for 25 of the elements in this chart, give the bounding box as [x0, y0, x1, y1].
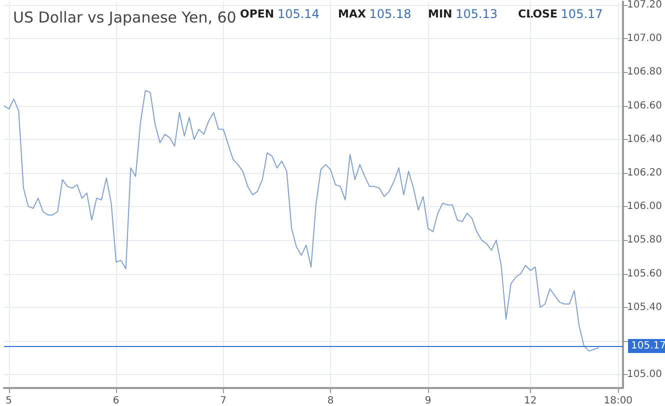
x-tick-label: 18:00: [604, 396, 633, 406]
annotation: MIN 105.13: [428, 7, 498, 21]
y-tick-label: 106.60: [627, 100, 662, 112]
x-tick-label: 12: [524, 396, 537, 406]
annotation: MAX 105.18: [338, 7, 412, 21]
line-series: [4, 90, 600, 352]
y-tick-label: 107.20: [627, 0, 662, 10]
y-tick-label: 105.80: [627, 234, 662, 246]
y-tick-label: 106.00: [627, 201, 662, 212]
text: US Dollar vs Japanese Yen, 60: [13, 8, 236, 26]
y-tick-label: 106.40: [627, 134, 662, 145]
y-tick-label: 105.60: [627, 268, 662, 280]
x-tick-label: 7: [220, 396, 227, 406]
annotation: CLOSE 105.17: [518, 7, 603, 21]
annotation: OPEN 105.14: [240, 7, 320, 21]
y-tick-label: 107.00: [627, 33, 662, 44]
y-tick-label: 106.20: [627, 167, 662, 178]
y-tick-label: 106.80: [627, 66, 662, 78]
x-tick-label: 8: [327, 396, 334, 406]
y-tick-label: 105.40: [627, 302, 662, 313]
ref-line-label: 105.17: [631, 340, 665, 352]
x-tick-label: 5: [6, 396, 12, 406]
x-tick-label: 9: [424, 396, 432, 406]
y-tick-label: 105.00: [627, 369, 662, 380]
x-tick-label: 6: [112, 396, 120, 406]
